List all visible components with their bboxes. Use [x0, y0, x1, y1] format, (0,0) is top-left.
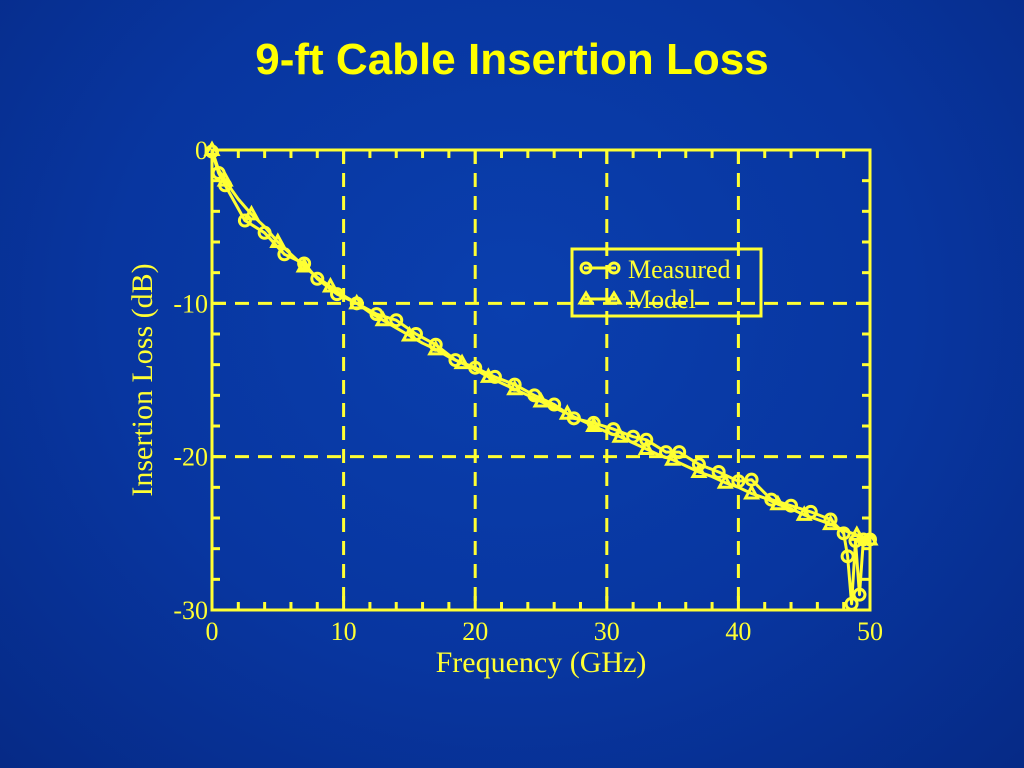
legend: Measured Model: [570, 247, 763, 318]
data-point-model: [400, 325, 418, 342]
data-point-model: [637, 439, 655, 455]
series-line-measured: [210, 151, 870, 606]
legend-label-model: Model: [628, 285, 696, 314]
tick-labels: 0 10 20 30 40 50 0 -10 -20 -30: [173, 136, 883, 646]
data-point-measured: [237, 213, 252, 228]
data-point-model: [690, 462, 708, 478]
data-point-model: [216, 171, 234, 187]
legend-label-measured: Measured: [628, 255, 731, 284]
x-tick-label: 50: [857, 617, 883, 646]
x-axis-label: Frequency (GHz): [436, 646, 647, 679]
data-point-model: [611, 427, 629, 443]
series-line-model: [210, 149, 871, 541]
plot-frame: [210, 148, 872, 612]
data-point-model: [506, 379, 524, 396]
data-point-model: [203, 140, 221, 156]
data-point-model: [585, 416, 603, 432]
data-point-measured: [852, 587, 867, 602]
grid-lines: [212, 150, 870, 610]
x-tick-label: 0: [206, 617, 219, 646]
x-tick-label: 10: [331, 617, 357, 646]
data-point-model: [664, 450, 682, 466]
data-point-model: [861, 529, 879, 546]
x-tick-label: 20: [462, 617, 488, 646]
legend-box: [570, 247, 763, 318]
data-point-model: [479, 367, 497, 383]
data-point-model: [532, 391, 550, 408]
y-tick-label: 0: [195, 136, 208, 165]
y-tick-label: -30: [173, 596, 208, 625]
data-point-model: [795, 505, 813, 521]
y-tick-label: -20: [173, 443, 208, 472]
data-point-model: [295, 256, 313, 273]
y-tick-label: -10: [173, 289, 208, 318]
x-tick-label: 40: [725, 617, 751, 646]
legend-marker-model: [577, 290, 595, 305]
data-point-measured: [840, 549, 855, 564]
data-point-model: [821, 514, 840, 531]
minor-ticks: [210, 148, 872, 612]
data-point-model: [848, 525, 866, 541]
data-point-model: [453, 353, 471, 370]
data-point-model: [321, 276, 339, 293]
data-point-model: [269, 232, 287, 248]
data-point-measured: [691, 457, 706, 472]
data-point-measured: [672, 445, 687, 460]
legend-marker-measured: [607, 261, 621, 275]
data-point-measured: [310, 271, 325, 286]
data-point-model: [743, 483, 761, 500]
series-measured: [205, 144, 877, 611]
data-point-model: [558, 404, 576, 420]
legend-marker-model: [605, 290, 623, 305]
data-point-measured: [711, 465, 726, 479]
data-point-model: [348, 293, 366, 310]
legend-marker-measured: [579, 261, 593, 275]
data-point-model: [427, 339, 445, 356]
data-point-model: [716, 473, 734, 489]
series-layer: [203, 140, 879, 611]
data-point-measured: [389, 313, 404, 328]
data-point-model: [374, 310, 392, 327]
series-model: [203, 140, 879, 546]
slide-title: 9-ft Cable Insertion Loss: [255, 35, 769, 84]
data-point-model: [769, 494, 787, 511]
data-point-model: [242, 204, 261, 221]
x-tick-label: 30: [594, 617, 620, 646]
y-axis-label: Insertion Loss (dB): [126, 263, 159, 496]
data-point-measured: [844, 596, 859, 611]
